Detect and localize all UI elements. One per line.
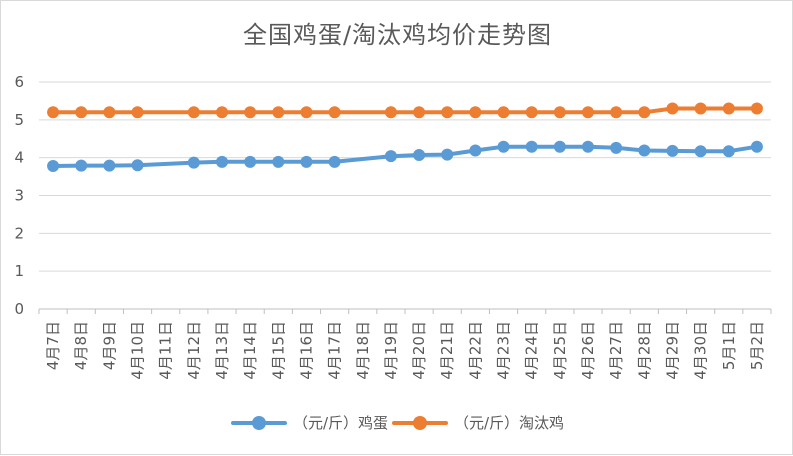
x-tick-label: 4月12日: [185, 321, 203, 380]
data-point[interactable]: [75, 159, 88, 172]
x-tick-label: 4月23日: [495, 321, 513, 380]
x-tick-label: 4月14日: [241, 321, 259, 380]
y-tick-label: 6: [14, 73, 24, 91]
chart-title: 全国鸡蛋/淘汰鸡均价走势图: [242, 21, 553, 49]
x-tick-label: 4月8日: [72, 321, 90, 370]
data-point[interactable]: [610, 106, 623, 119]
data-point[interactable]: [187, 106, 200, 119]
x-tick-label: 4月25日: [551, 321, 569, 380]
data-point[interactable]: [413, 106, 426, 119]
series-0: [47, 140, 763, 172]
data-point[interactable]: [750, 102, 763, 115]
legend: （元/斤）鸡蛋 （元/斤）淘汰鸡: [1, 412, 793, 433]
x-tick-label: 4月20日: [410, 321, 428, 380]
data-point[interactable]: [300, 155, 313, 168]
legend-swatch-eggs: [230, 415, 287, 430]
data-point[interactable]: [216, 106, 228, 119]
data-point[interactable]: [187, 156, 200, 169]
x-tick-label: 5月1日: [720, 321, 738, 370]
y-axis-ticks: 0 1 2 3 4 5 6: [14, 73, 24, 318]
legend-label-hens: （元/斤）淘汰鸡: [454, 414, 565, 432]
data-point[interactable]: [300, 106, 313, 119]
x-tick-label: 4月28日: [635, 321, 653, 380]
data-point[interactable]: [666, 144, 679, 157]
legend-swatch-hens: [392, 415, 448, 430]
data-point[interactable]: [694, 102, 707, 115]
data-point[interactable]: [441, 148, 454, 161]
data-point[interactable]: [638, 106, 651, 119]
x-tick-label: 4月22日: [466, 321, 484, 380]
series-line: [51, 144, 759, 168]
data-point[interactable]: [103, 106, 116, 119]
data-point[interactable]: [244, 155, 257, 168]
data-point[interactable]: [497, 106, 510, 119]
data-point[interactable]: [610, 141, 623, 154]
data-point[interactable]: [582, 106, 594, 119]
data-point[interactable]: [384, 150, 397, 163]
data-point[interactable]: [244, 106, 257, 119]
data-point[interactable]: [47, 106, 60, 119]
x-tick-label: 4月15日: [269, 321, 287, 380]
series-layer: [47, 102, 763, 172]
data-point[interactable]: [553, 140, 566, 153]
data-point[interactable]: [469, 144, 482, 157]
x-tick-label: 4月19日: [382, 321, 400, 380]
x-tick-label: 4月18日: [354, 321, 372, 380]
x-tick-label: 4月17日: [326, 321, 344, 380]
data-point[interactable]: [722, 145, 735, 158]
x-tick-label: 4月16日: [297, 321, 315, 380]
x-tick-label: 5月2日: [748, 321, 766, 370]
x-tick-label: 4月26日: [579, 321, 597, 380]
data-point[interactable]: [131, 159, 144, 172]
legend-item-eggs[interactable]: （元/斤）鸡蛋: [230, 412, 388, 433]
data-point[interactable]: [272, 106, 285, 119]
data-point[interactable]: [328, 106, 341, 119]
x-tick-label: 4月21日: [438, 321, 456, 380]
data-point[interactable]: [553, 106, 566, 119]
series-1: [47, 102, 763, 119]
x-tick-label: 4月10日: [129, 321, 147, 380]
x-tick-label: 4月24日: [523, 321, 541, 380]
data-point[interactable]: [750, 140, 763, 153]
data-point[interactable]: [441, 106, 454, 119]
y-tick-label: 1: [14, 262, 24, 280]
data-point[interactable]: [75, 106, 88, 119]
x-axis: 4月7日 4月8日 4月9日 4月10日 4月11日 4月12日 4月13日 4月14日 4月1…: [38, 309, 772, 380]
data-point[interactable]: [131, 106, 144, 119]
data-point[interactable]: [216, 155, 228, 168]
series-line: [51, 106, 759, 115]
y-tick-label: 5: [14, 111, 24, 129]
x-tick-label: 4月7日: [44, 321, 62, 370]
data-point[interactable]: [638, 144, 651, 157]
data-point[interactable]: [47, 159, 60, 172]
x-tick-label: 4月30日: [692, 321, 710, 380]
x-tick-label: 4月13日: [213, 321, 231, 380]
x-tick-label: 4月9日: [100, 321, 118, 370]
data-point[interactable]: [722, 102, 735, 115]
data-point[interactable]: [694, 145, 707, 158]
data-point[interactable]: [272, 155, 285, 168]
data-point[interactable]: [497, 140, 510, 153]
data-point[interactable]: [328, 155, 341, 168]
gridlines: [39, 81, 771, 310]
legend-label-eggs: （元/斤）鸡蛋: [292, 414, 388, 432]
x-tick-label: 4月27日: [607, 321, 625, 380]
legend-item-hens[interactable]: （元/斤）淘汰鸡: [392, 412, 564, 433]
y-tick-label: 3: [14, 187, 24, 205]
x-tick-label: 4月11日: [157, 321, 175, 380]
data-point[interactable]: [413, 149, 426, 162]
y-tick-label: 2: [14, 224, 24, 242]
x-tick-label: 4月29日: [663, 321, 681, 380]
data-point[interactable]: [103, 159, 116, 172]
data-point[interactable]: [384, 106, 397, 119]
data-point[interactable]: [666, 102, 679, 115]
data-point[interactable]: [469, 106, 482, 119]
y-tick-label: 0: [14, 300, 24, 318]
data-point[interactable]: [525, 140, 538, 153]
data-point[interactable]: [582, 140, 594, 153]
data-point[interactable]: [525, 106, 538, 119]
y-tick-label: 4: [14, 149, 24, 167]
